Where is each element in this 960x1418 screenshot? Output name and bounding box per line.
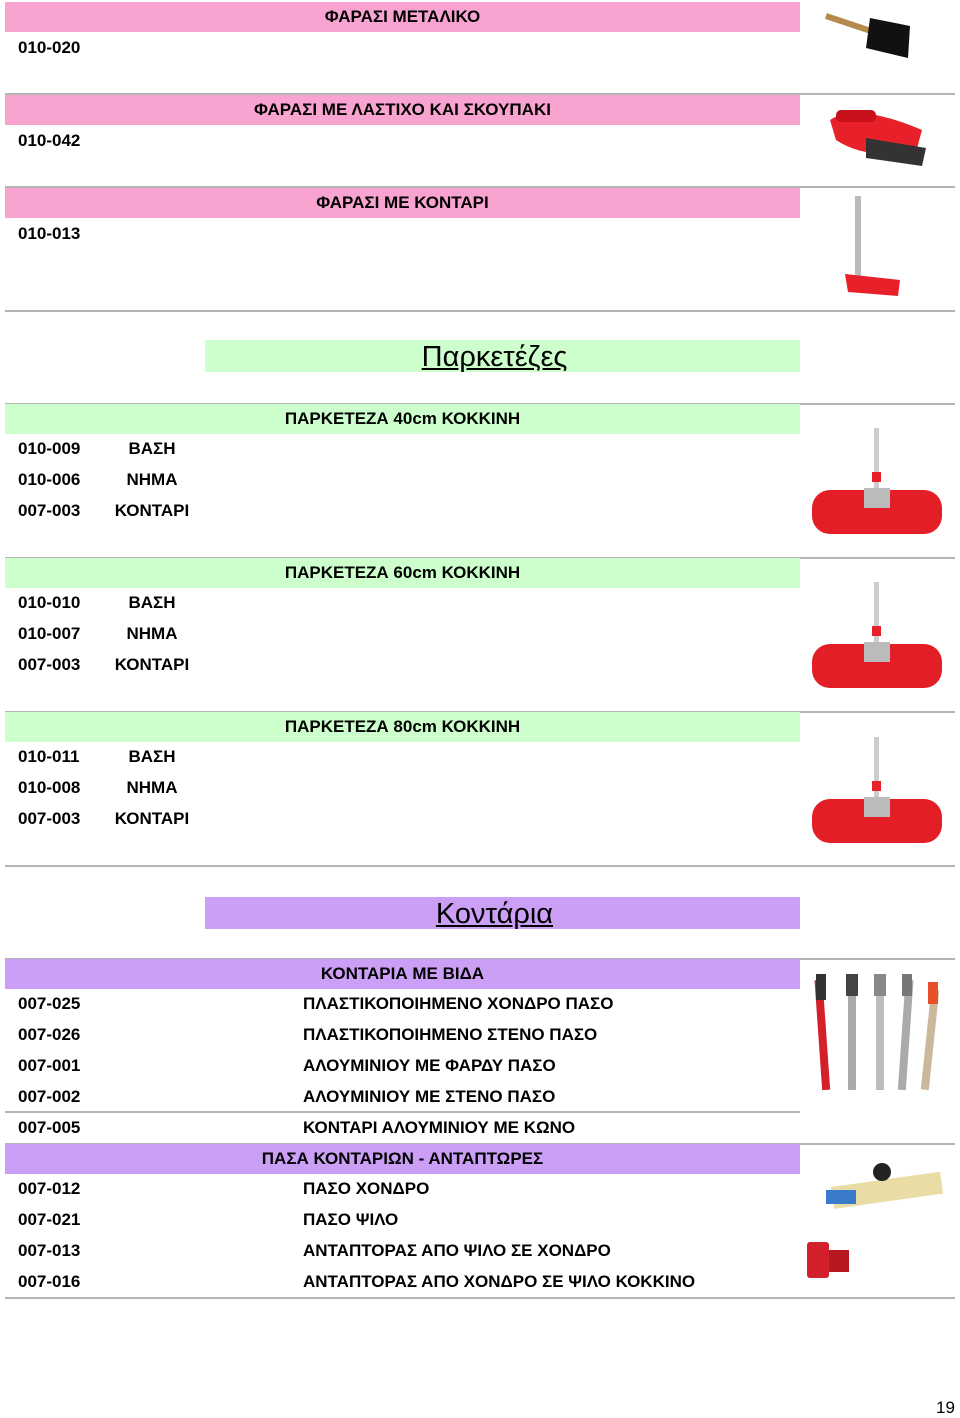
product-code: 010-010 — [18, 593, 81, 612]
product-code: 007-021 — [18, 1210, 81, 1229]
product-code: 010-006 — [18, 470, 81, 489]
product-title-bar: ΦΑΡΑΣΙ ΜΕΤΑΛΙΚΟ — [5, 2, 800, 32]
product-code: 010-013 — [18, 224, 81, 243]
dustpan-brush-image — [830, 110, 926, 166]
product-description: ΠΑΣΟ ΧΟΝΔΡΟ — [303, 1179, 430, 1198]
separator — [5, 1111, 800, 1113]
product-description: ΠΛΑΣΤΙΚΟΠΟΙΗΜΕΝΟ ΣΤΕΝΟ ΠΑΣΟ — [303, 1025, 598, 1044]
product-code: 007-005 — [18, 1118, 81, 1137]
product-description: ΑΛΟΥΜΙΝΙΟΥ ΜΕ ΣΤΕΝΟ ΠΑΣΟ — [303, 1087, 556, 1106]
group-title-bar: ΠΑΡΚΕΤΕΖΑ 40cm ΚΟΚΚΙΝΗ — [5, 404, 800, 434]
separator — [5, 186, 955, 188]
product-description: ΚΟΝΤΑΡΙ ΑΛΟΥΜΙΝΙΟΥ ΜΕ ΚΩΝΟ — [303, 1118, 576, 1137]
long-dustpan-image — [845, 196, 900, 296]
product-title-bar: ΦΑΡΑΣΙ ΜΕ ΚΟΝΤΑΡΙ — [5, 188, 800, 218]
product-code: 007-026 — [18, 1025, 81, 1044]
separator — [5, 865, 955, 867]
product-code: 007-001 — [18, 1056, 81, 1075]
group-title-bar: ΠΑΡΚΕΤΕΖΑ 80cm ΚΟΚΚΙΝΗ — [5, 712, 800, 742]
product-code: 010-011 — [18, 747, 80, 766]
part-name: ΝΗΜΑ — [126, 470, 178, 489]
product-code: 007-012 — [18, 1179, 81, 1198]
product-description: ΑΛΟΥΜΙΝΙΟΥ ΜΕ ΦΑΡΔΥ ΠΑΣΟ — [303, 1056, 556, 1075]
page-number: 19 — [936, 1398, 955, 1417]
part-name: ΚΟΝΤΑΡΙ — [114, 501, 190, 520]
product-code: 007-003 — [18, 501, 81, 520]
part-name: ΒΑΣΗ — [128, 747, 176, 766]
section-heading-text: Παρκετέζες — [421, 341, 568, 373]
product-description: ΑΝΤΑΠΤΟΡΑΣ ΑΠΟ ΨΙΛΟ ΣΕ ΧΟΝΔΡΟ — [303, 1241, 611, 1260]
product-description: ΑΝΤΑΠΤΟΡΑΣ ΑΠΟ ΧΟΝΔΡΟ ΣΕ ΨΙΛΟ ΚΟΚΚΙΝΟ — [303, 1272, 696, 1291]
product-code: 007-003 — [18, 655, 81, 674]
part-name: ΒΑΣΗ — [128, 593, 176, 612]
product-code: 007-003 — [18, 809, 81, 828]
section-heading-text: Κοντάρια — [435, 898, 554, 930]
red-adapter-image — [807, 1242, 849, 1278]
product-code: 007-013 — [18, 1241, 81, 1260]
metal-dustpan-image — [825, 13, 910, 58]
part-name: ΒΑΣΗ — [128, 439, 176, 458]
separator — [5, 1297, 955, 1299]
product-title-bar: ΦΑΡΑΣΙ ΜΕ ΛΑΣΤΙΧΟ ΚΑΙ ΣΚΟΥΠΑΚΙ — [5, 95, 800, 125]
mop-40-image — [812, 428, 942, 534]
product-code: 010-020 — [18, 38, 81, 57]
product-code: 010-007 — [18, 624, 81, 643]
part-name: ΝΗΜΑ — [126, 778, 178, 797]
group-title-bar: ΚΟΝΤΑΡΙΑ ΜΕ ΒΙΔΑ — [5, 959, 800, 989]
part-name: ΚΟΝΤΑΡΙ — [114, 809, 190, 828]
section-heading: Κοντάρια — [205, 897, 800, 930]
product-code: 010-042 — [18, 131, 81, 150]
group-title-bar: ΠΑΡΚΕΤΕΖΑ 60cm ΚΟΚΚΙΝΗ — [5, 558, 800, 588]
product-code: 010-008 — [18, 778, 81, 797]
section-heading: Παρκετέζες — [205, 340, 800, 373]
product-code: 007-016 — [18, 1272, 81, 1291]
product-code: 007-002 — [18, 1087, 81, 1106]
group-title-bar: ΠΑΣΑ ΚΟΝΤΑΡΙΩΝ - ΑΝΤΑΠΤΩΡΕΣ — [5, 1144, 800, 1174]
part-name: ΚΟΝΤΑΡΙ — [114, 655, 190, 674]
separator — [5, 310, 955, 312]
mop-60-image — [812, 582, 942, 688]
product-description: ΠΑΣΟ ΨΙΛΟ — [303, 1210, 399, 1229]
part-name: ΝΗΜΑ — [126, 624, 178, 643]
product-code: 007-025 — [18, 994, 81, 1013]
product-description: ΠΛΑΣΤΙΚΟΠΟΙΗΜΕΝΟ ΧΟΝΔΡΟ ΠΑΣΟ — [303, 994, 614, 1013]
poles-image — [814, 974, 940, 1091]
product-code: 010-009 — [18, 439, 81, 458]
mop-80-image — [812, 737, 942, 843]
adapters-image — [826, 1163, 944, 1209]
separator — [5, 93, 955, 95]
